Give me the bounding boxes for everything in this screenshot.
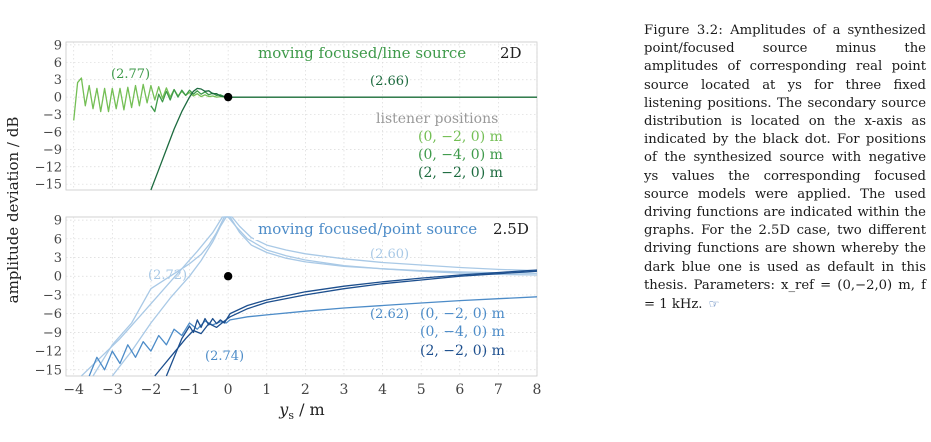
chart-title: moving focused/line source (258, 44, 466, 62)
annotation: (2.72) (148, 268, 187, 283)
dimension-label: 2.5D (493, 220, 529, 238)
x-tick-label: −2 (141, 382, 162, 398)
chart-title: moving focused/point source (258, 220, 477, 238)
x-tick-label: −1 (179, 382, 200, 398)
figure-caption: Figure 3.2: Amplitudes of a synthesized … (644, 22, 926, 314)
y-tick-label: −3 (43, 288, 62, 303)
series-line-1 (73, 77, 537, 121)
x-tick-label: 6 (455, 382, 464, 398)
annotation: (2.60) (370, 247, 409, 262)
secondary-source-dot (223, 272, 233, 281)
series-group (73, 77, 537, 191)
y-tick-label: 0 (54, 91, 62, 106)
y-tick-label: 6 (54, 232, 62, 247)
panel-2d: 9 6 3 0 −3 −6 −9 −12 −15 moving focused/line sou… (35, 38, 538, 193)
caption-text: Amplitudes of a synthesized point/focuse… (644, 23, 926, 313)
y-tick-label: −12 (35, 160, 62, 175)
legend-entry: (0, −4, 0) m (420, 324, 505, 340)
y-tick-label: −6 (43, 125, 62, 140)
y-tick-label: 0 (54, 270, 62, 285)
annotation: (2.66) (370, 74, 409, 89)
x-tick-labels: −4 −3 −2 −1 0 1 2 3 4 5 6 7 8 (63, 382, 541, 398)
y-tick-label: −3 (43, 108, 62, 123)
pointing-hand-icon[interactable]: ☞ (708, 297, 720, 312)
series-line-6 (154, 270, 538, 377)
x-tick-label: 1 (262, 382, 271, 398)
series-line-3 (150, 87, 537, 191)
y-tick-label: −9 (43, 326, 62, 341)
x-tick-label: 0 (224, 382, 233, 398)
x-tick-label: 7 (494, 382, 503, 398)
annotation: (2.74) (205, 349, 244, 364)
x-tick-label: 3 (340, 382, 349, 398)
y-tick-label: −9 (43, 143, 62, 158)
x-tick-label: 5 (417, 382, 426, 398)
annotation: (2.62) (370, 307, 409, 322)
x-tick-label: −3 (102, 382, 123, 398)
y-tick-label: −12 (35, 345, 62, 360)
y-tick-label: 3 (54, 73, 62, 88)
series-group (80, 216, 538, 377)
dimension-label: 2D (500, 44, 522, 62)
annotation: (2.77) (111, 67, 150, 82)
x-tick-label: 8 (533, 382, 542, 398)
series-line-3 (80, 216, 538, 377)
y-tick-label: 9 (54, 38, 62, 53)
x-tick-label: −4 (63, 382, 84, 398)
y-tick-label: −6 (43, 307, 62, 322)
plot-frame (65, 41, 538, 191)
x-axis-label: ys / m (278, 400, 324, 422)
legend-entry: (0, −4, 0) m (418, 147, 503, 163)
y-axis-label: amplitude deviation / dB (4, 117, 22, 304)
legend-entry: (0, −2, 0) m (420, 306, 505, 322)
y-tick-label: 6 (54, 56, 62, 71)
series-line-5 (165, 269, 538, 377)
y-tick-label: 9 (54, 214, 62, 229)
x-tick-label: 2 (301, 382, 310, 398)
legend-entry: (0, −2, 0) m (418, 129, 503, 145)
y-tick-label: −15 (35, 363, 62, 378)
plot-frame (65, 216, 538, 377)
series-line-4 (88, 296, 538, 377)
y-tick-labels: 9 6 3 0 −3 −6 −9 −12 −15 (35, 214, 62, 379)
y-tick-labels: 9 6 3 0 −3 −6 −9 −12 −15 (35, 38, 62, 192)
y-tick-label: 3 (54, 251, 62, 266)
y-tick-label: −15 (35, 178, 62, 193)
title-background (254, 218, 536, 240)
legend-title: listener positions (376, 111, 498, 127)
x-tick-label: 4 (378, 382, 387, 398)
legend-entry: (2, −2, 0) m (418, 165, 503, 181)
legend-entry: (2, −2, 0) m (420, 343, 505, 359)
series-line-2 (111, 216, 538, 377)
secondary-source-dot (223, 92, 233, 102)
caption-label: Figure 3.2: (644, 23, 724, 38)
